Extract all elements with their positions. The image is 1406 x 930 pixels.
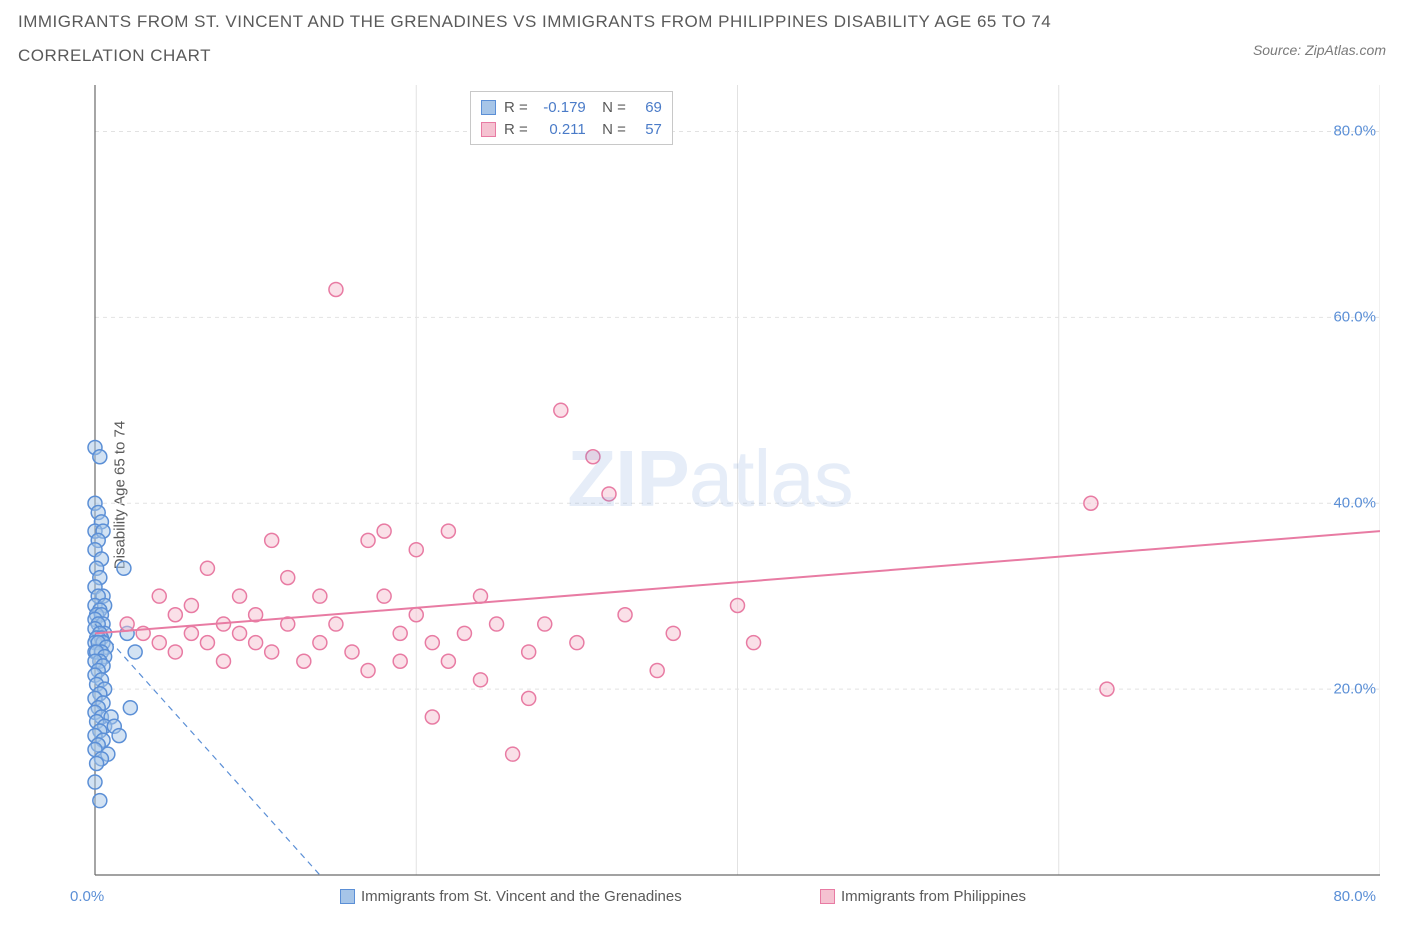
- y-tick-label: 20.0%: [1333, 681, 1376, 698]
- x-tick-max: 80.0%: [1333, 888, 1376, 905]
- corr-n-2: 57: [634, 121, 662, 138]
- title-line-1: IMMIGRANTS FROM ST. VINCENT AND THE GREN…: [18, 12, 1051, 32]
- source-attribution: Source: ZipAtlas.com: [1253, 42, 1386, 58]
- source-prefix: Source:: [1253, 42, 1305, 58]
- watermark: ZIPatlas: [567, 433, 852, 525]
- legend-row-2: R = 0.211 N = 57: [481, 118, 662, 140]
- corr-r-2: 0.211: [536, 121, 586, 138]
- source-name: ZipAtlas.com: [1305, 42, 1386, 58]
- legend-row-1: R = -0.179 N = 69: [481, 96, 662, 118]
- y-tick-label: 60.0%: [1333, 309, 1376, 326]
- legend-label-1: Immigrants from St. Vincent and the Gren…: [361, 888, 682, 905]
- chart-title: IMMIGRANTS FROM ST. VINCENT AND THE GREN…: [18, 12, 1051, 66]
- corr-swatch-2: [481, 122, 496, 137]
- corr-n-1: 69: [634, 99, 662, 116]
- watermark-light: atlas: [689, 434, 853, 523]
- watermark-bold: ZIP: [567, 434, 688, 523]
- y-tick-label: 80.0%: [1333, 123, 1376, 140]
- legend-swatch-2: [820, 889, 835, 904]
- legend-series-1: Immigrants from St. Vincent and the Gren…: [340, 888, 682, 905]
- correlation-scatter-plot: Disability Age 65 to 74 ZIPatlas 20.0%40…: [40, 85, 1380, 905]
- corr-swatch-1: [481, 100, 496, 115]
- correlation-legend-box: R = -0.179 N = 69 R = 0.211 N = 57: [470, 91, 673, 145]
- title-line-2: CORRELATION CHART: [18, 46, 1051, 66]
- y-tick-label: 40.0%: [1333, 495, 1376, 512]
- corr-r-1: -0.179: [536, 99, 586, 116]
- x-tick-min: 0.0%: [70, 888, 104, 905]
- legend-swatch-1: [340, 889, 355, 904]
- legend-series-2: Immigrants from Philippines: [820, 888, 1026, 905]
- legend-label-2: Immigrants from Philippines: [841, 888, 1026, 905]
